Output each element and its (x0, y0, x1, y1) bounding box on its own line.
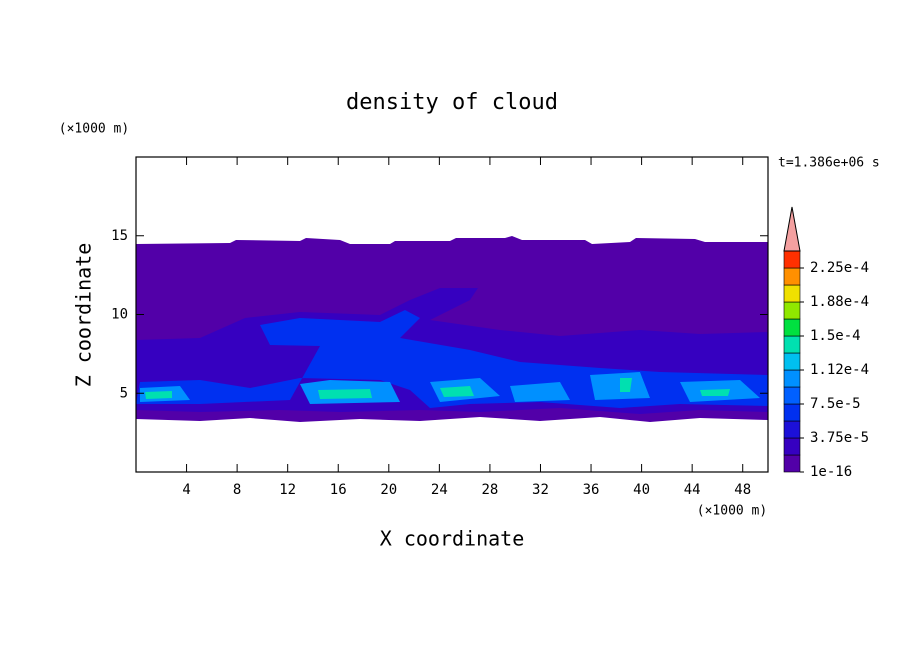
colorbar-tick-label: 1e-16 (810, 464, 852, 480)
colorbar-band (783, 318, 801, 337)
colorbar-band (783, 301, 801, 320)
x-tick-label: 4 (182, 482, 190, 498)
y-axis-label: Z coordinate (72, 243, 96, 388)
annotation: t=1.386e+06 s (778, 156, 880, 171)
contour-field (136, 236, 768, 422)
x-tick-label: 8 (233, 482, 241, 498)
x-tick-label: 44 (684, 482, 701, 498)
y-tick-label: 15 (111, 228, 128, 244)
colorbar-band (783, 369, 801, 388)
colorbar-tick-label: 3.75e-5 (810, 430, 869, 446)
colorbar-band (783, 250, 801, 269)
colorbar-tick-label: 1.12e-4 (810, 362, 869, 378)
colorbar-band (783, 284, 801, 303)
colorbar-extend (783, 206, 801, 252)
colorbar-band (783, 403, 801, 422)
chart-title: density of cloud (346, 90, 558, 115)
x-tick-label: 48 (734, 482, 751, 498)
x-tick-label: 24 (431, 482, 448, 498)
colorbar-band (783, 386, 801, 405)
x-tick-label: 12 (279, 482, 296, 498)
colorbar-band (783, 420, 801, 439)
x-tick-label: 32 (532, 482, 549, 498)
x-tick-label: 16 (330, 482, 347, 498)
colorbar-tick-label: 1.5e-4 (810, 328, 861, 344)
x-tick-label: 20 (380, 482, 397, 498)
x-tick-label: 40 (633, 482, 650, 498)
colorbar-band (783, 352, 801, 371)
x-tick-label: 36 (583, 482, 600, 498)
colorbar-tick-label: 2.25e-4 (810, 260, 869, 276)
colorbar-tick-label: 7.5e-5 (810, 396, 861, 412)
colorbar-band (783, 454, 801, 473)
x-unit-label: (×1000 m) (697, 504, 767, 519)
x-tick-label: 28 (481, 482, 498, 498)
y-unit-label: (×1000 m) (59, 122, 129, 137)
y-tick-label: 5 (120, 385, 128, 401)
x-axis-label: X coordinate (380, 527, 525, 551)
colorbar-band (783, 335, 801, 354)
colorbar-band (783, 267, 801, 286)
colorbar-tick-label: 1.88e-4 (810, 294, 869, 310)
colorbar-band (783, 437, 801, 456)
y-tick-label: 10 (111, 307, 128, 323)
